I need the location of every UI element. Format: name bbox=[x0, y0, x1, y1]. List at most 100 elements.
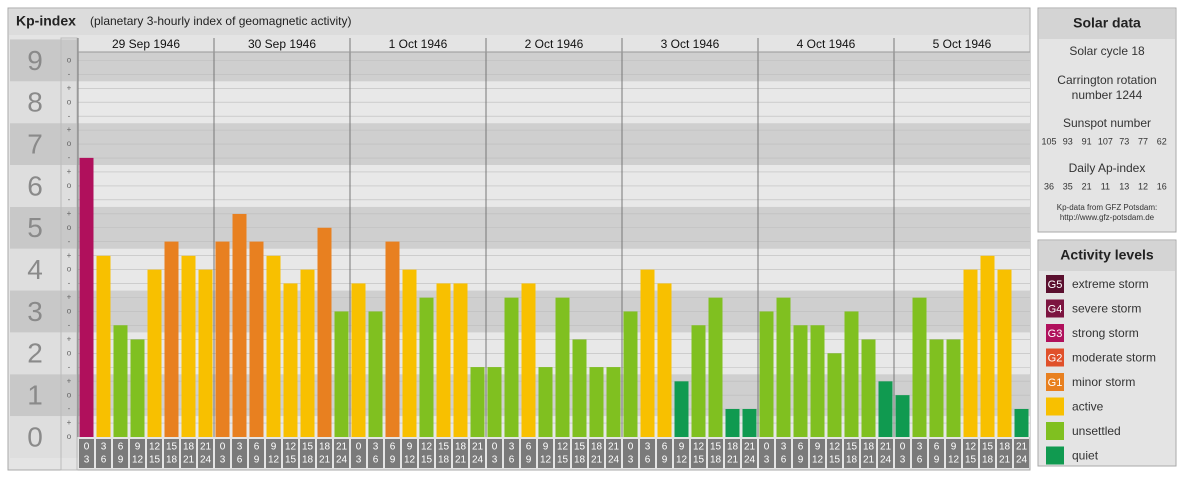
ap-value: 16 bbox=[1157, 181, 1167, 191]
time-start: 12 bbox=[285, 442, 297, 453]
time-cell bbox=[827, 439, 842, 468]
time-cell bbox=[572, 439, 587, 468]
time-end: 12 bbox=[268, 455, 280, 466]
time-cell bbox=[130, 439, 145, 468]
minor-tick-label: o bbox=[67, 223, 72, 232]
minor-tick-label: o bbox=[67, 348, 72, 357]
ap-value: 36 bbox=[1044, 181, 1054, 191]
minor-tick-label: + bbox=[67, 209, 72, 218]
bar bbox=[96, 255, 111, 437]
time-end: 12 bbox=[676, 455, 688, 466]
minor-tick-label: + bbox=[67, 376, 72, 385]
bar bbox=[487, 367, 502, 437]
time-end: 15 bbox=[693, 455, 705, 466]
bar bbox=[113, 325, 128, 437]
time-end: 3 bbox=[764, 455, 770, 466]
bar bbox=[810, 325, 825, 437]
bar bbox=[385, 241, 400, 437]
y-tick-label: 8 bbox=[27, 87, 43, 118]
time-end: 15 bbox=[829, 455, 841, 466]
time-end: 3 bbox=[492, 455, 498, 466]
time-start: 15 bbox=[166, 442, 178, 453]
bar bbox=[402, 269, 417, 437]
time-cell bbox=[640, 439, 655, 468]
minor-tick-label: - bbox=[68, 153, 71, 162]
levels-header bbox=[1039, 241, 1175, 271]
time-start: 18 bbox=[319, 442, 331, 453]
bar bbox=[997, 269, 1012, 437]
time-start: 6 bbox=[662, 442, 668, 453]
y-tick-label: 0 bbox=[27, 421, 43, 452]
bar bbox=[164, 241, 179, 437]
time-cell bbox=[419, 439, 434, 468]
y-tick-label: 6 bbox=[27, 170, 43, 201]
time-end: 18 bbox=[302, 455, 314, 466]
time-start: 18 bbox=[727, 442, 739, 453]
day-label: 29 Sep 1946 bbox=[112, 37, 180, 51]
bar bbox=[1014, 408, 1029, 437]
band bbox=[10, 81, 78, 124]
level-label: unsettled bbox=[1072, 424, 1121, 438]
time-cell bbox=[113, 439, 128, 468]
time-cell bbox=[980, 439, 995, 468]
minor-tick-label: - bbox=[68, 237, 71, 246]
bar bbox=[827, 353, 842, 437]
time-start: 6 bbox=[254, 442, 260, 453]
time-cell bbox=[963, 439, 978, 468]
time-start: 12 bbox=[693, 442, 705, 453]
y-tick-label: 5 bbox=[27, 212, 43, 243]
bar bbox=[657, 283, 672, 437]
time-end: 18 bbox=[438, 455, 450, 466]
bar bbox=[521, 283, 536, 437]
time-start: 18 bbox=[863, 442, 875, 453]
bar bbox=[708, 297, 723, 437]
time-end: 18 bbox=[710, 455, 722, 466]
minor-tick-label: + bbox=[67, 83, 72, 92]
level-label: extreme storm bbox=[1072, 277, 1149, 291]
bar bbox=[130, 339, 145, 437]
time-end: 6 bbox=[237, 455, 243, 466]
time-end: 15 bbox=[421, 455, 433, 466]
time-cell bbox=[317, 439, 332, 468]
time-cell bbox=[181, 439, 196, 468]
bar bbox=[912, 297, 927, 437]
time-cell bbox=[487, 439, 502, 468]
time-cell bbox=[402, 439, 417, 468]
level-swatch bbox=[1046, 348, 1064, 367]
day-label: 3 Oct 1946 bbox=[661, 37, 720, 51]
band bbox=[10, 39, 78, 82]
time-start: 9 bbox=[407, 442, 413, 453]
time-end: 21 bbox=[183, 455, 195, 466]
bar bbox=[572, 339, 587, 437]
sunspot-title: Sunspot number bbox=[1063, 116, 1151, 130]
time-end: 6 bbox=[373, 455, 379, 466]
solar-cycle: Solar cycle 18 bbox=[1069, 44, 1145, 58]
y-tick-label: 4 bbox=[27, 254, 43, 285]
time-end: 3 bbox=[356, 455, 362, 466]
bar bbox=[946, 339, 961, 437]
time-start: 18 bbox=[591, 442, 603, 453]
levels-title: Activity levels bbox=[1060, 247, 1154, 263]
time-end: 15 bbox=[285, 455, 297, 466]
time-end: 21 bbox=[319, 455, 331, 466]
time-end: 12 bbox=[948, 455, 960, 466]
title-bar bbox=[9, 9, 1029, 35]
sunspot-value: 91 bbox=[1082, 136, 1092, 146]
time-end: 24 bbox=[608, 455, 620, 466]
bar bbox=[674, 381, 689, 437]
bar bbox=[317, 227, 332, 437]
bar bbox=[470, 367, 485, 437]
bar bbox=[351, 283, 366, 437]
level-label: active bbox=[1072, 400, 1104, 414]
time-start: 18 bbox=[999, 442, 1011, 453]
time-start: 6 bbox=[390, 442, 396, 453]
minor-tick-label: o bbox=[67, 307, 72, 316]
bar bbox=[640, 269, 655, 437]
bar bbox=[504, 297, 519, 437]
time-end: 3 bbox=[84, 455, 90, 466]
time-start: 15 bbox=[710, 442, 722, 453]
time-end: 9 bbox=[254, 455, 260, 466]
time-cell bbox=[538, 439, 553, 468]
y-tick-label: 7 bbox=[27, 128, 43, 159]
minor-tick-label: - bbox=[68, 111, 71, 120]
